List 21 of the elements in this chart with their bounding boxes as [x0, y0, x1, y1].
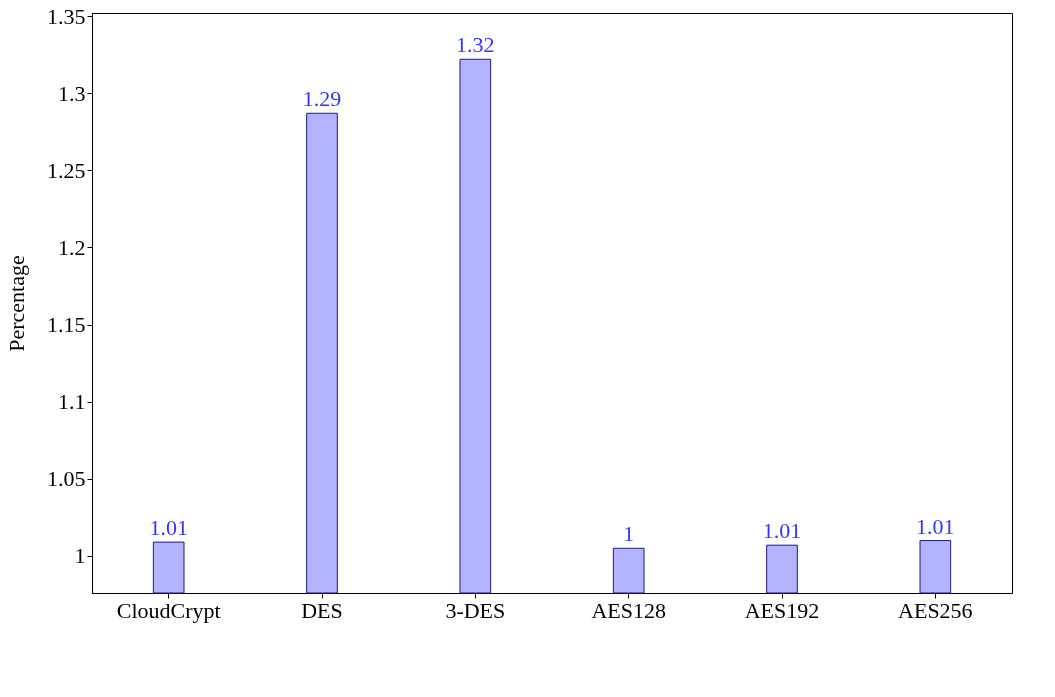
- data-label: 1.01: [916, 513, 955, 539]
- data-label: 1.01: [149, 515, 188, 541]
- y-axis-title: Percentage: [4, 255, 29, 352]
- y-tick-label: 1.1: [58, 389, 86, 415]
- y-tick-label: 1.25: [47, 157, 86, 183]
- y-tick-label: 1.05: [47, 466, 86, 492]
- y-tick-label: 1.2: [58, 234, 86, 260]
- data-label: 1.32: [456, 32, 495, 58]
- x-tick-label: AES192: [744, 597, 820, 623]
- x-tick-label: DES: [301, 597, 343, 623]
- x-tick-label: CloudCrypt: [116, 597, 221, 623]
- y-tick-label: 1.35: [47, 3, 86, 29]
- y-tick-label: 1.3: [58, 80, 86, 106]
- data-label: 1.29: [302, 86, 342, 112]
- x-tick-label: 3-DES: [445, 597, 506, 623]
- x-tick-label: AES128: [591, 597, 666, 623]
- y-tick-label: 1.15: [47, 312, 86, 338]
- y-tick-label: 1: [74, 543, 86, 569]
- data-label: 1: [623, 521, 635, 547]
- data-label: 1.01: [762, 518, 802, 544]
- x-tick-label: AES256: [898, 597, 973, 623]
